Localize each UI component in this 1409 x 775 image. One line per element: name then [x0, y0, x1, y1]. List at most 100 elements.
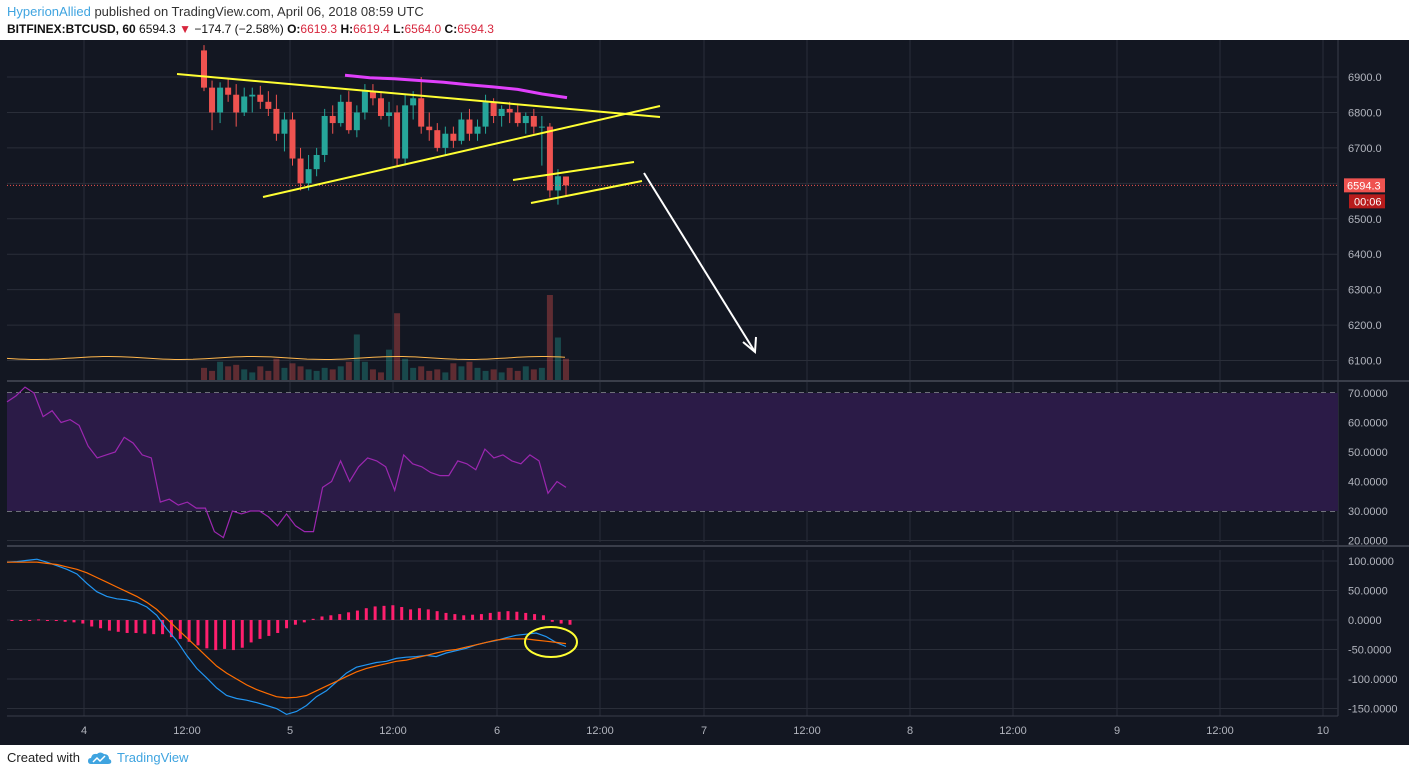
x-tick-label: 5 — [287, 725, 293, 737]
footer: Created with TradingView — [0, 745, 1409, 775]
macd-histogram-bar — [302, 620, 306, 623]
volume-bars — [6, 295, 569, 380]
volume-bar — [345, 361, 352, 380]
low-label: L: — [393, 22, 405, 36]
price-tick-label: 6500.0 — [1348, 214, 1382, 226]
macd-histogram-bar — [347, 612, 351, 620]
macd-histogram-bar — [435, 611, 439, 620]
macd-histogram-bar — [37, 619, 41, 621]
volume-bar — [337, 366, 344, 380]
volume-bar — [241, 369, 248, 380]
macd-histogram-bar — [497, 611, 501, 620]
volume-bar — [554, 337, 561, 380]
macd-histogram-bar — [63, 620, 67, 622]
macd-histogram-bar — [426, 609, 430, 620]
volume-bar — [297, 366, 304, 380]
volume-bar — [458, 366, 465, 380]
candle — [249, 94, 256, 97]
volume-bar — [538, 367, 545, 380]
volume-bar — [289, 363, 296, 380]
volume-bar — [209, 370, 216, 380]
candle — [538, 126, 545, 128]
rsi-tick-label: 60.0000 — [1348, 418, 1388, 430]
rsi-band — [7, 393, 1338, 511]
macd-histogram-bar — [169, 620, 173, 638]
candle — [498, 108, 505, 116]
macd-tick-label: 0.0000 — [1348, 615, 1382, 627]
created-with-text: Created with — [7, 750, 80, 765]
rsi-tick-label: 20.0000 — [1348, 536, 1388, 548]
macd-histogram-bar — [90, 620, 94, 627]
price-tick-label: 6400.0 — [1348, 249, 1382, 261]
macd-histogram-bar — [524, 612, 528, 620]
volume-bar — [265, 370, 272, 380]
volume-bar — [361, 361, 368, 380]
rsi-tick-label: 50.0000 — [1348, 447, 1388, 459]
chart-svg[interactable]: 4 12:00 5 12:00 6 12:00 7 12:00 8 12:00 9 12:00 10 69… — [0, 40, 1409, 745]
macd-histogram-bar — [373, 606, 377, 620]
volume-ma-line — [6, 356, 566, 360]
last-price: 6594.3 — [139, 22, 176, 36]
volume-bar — [321, 367, 328, 380]
macd-histogram-bar — [249, 620, 253, 643]
candle — [361, 91, 368, 113]
candle — [426, 126, 433, 131]
macd-histogram-bar — [187, 620, 191, 642]
candle — [546, 126, 553, 191]
candle — [434, 130, 441, 148]
author-link[interactable]: HyperionAllied — [7, 4, 91, 19]
volume-bar — [233, 364, 240, 380]
macd-histogram-bar — [196, 620, 200, 646]
candle — [386, 112, 393, 116]
macd-histogram-bar — [568, 620, 572, 625]
signal-line — [7, 561, 567, 699]
candle — [554, 176, 561, 191]
channel-bottom-line — [530, 180, 643, 204]
macd-tick-label: -100.0000 — [1348, 674, 1398, 686]
macd-histogram-bar — [214, 620, 218, 651]
volume-bar — [369, 369, 376, 380]
macd-tick-label: 100.0000 — [1348, 556, 1394, 568]
high-label: H: — [340, 22, 354, 36]
macd-histogram-bar — [10, 620, 14, 621]
macd-histogram-bar — [355, 610, 359, 620]
macd-histogram-bar — [285, 620, 289, 629]
macd-histogram-bar — [125, 620, 129, 633]
x-tick-label: 9 — [1114, 725, 1120, 737]
macd-histogram-bar — [471, 614, 475, 620]
macd-histogram-bar — [72, 620, 76, 623]
close-value: 6594.3 — [457, 22, 494, 36]
macd-histogram-bar — [99, 620, 103, 629]
volume-bar — [482, 370, 489, 380]
candle — [209, 87, 216, 113]
volume-bar — [249, 372, 256, 380]
candle — [241, 96, 248, 113]
candle — [257, 94, 264, 102]
candle — [265, 101, 272, 109]
macd-tick-label: -50.0000 — [1348, 645, 1391, 657]
candle — [377, 98, 384, 116]
macd-histogram-bar — [134, 620, 138, 633]
macd-histogram-bar — [550, 620, 554, 622]
macd-histogram-bar — [152, 620, 156, 635]
high-value: 6619.4 — [353, 22, 390, 36]
volume-bar — [466, 361, 473, 380]
candle — [530, 115, 537, 127]
macd-histogram-bar — [240, 620, 244, 648]
price-change: −174.7 (−2.58%) — [194, 22, 284, 36]
tradingview-brand-link[interactable]: TradingView — [117, 750, 189, 765]
volume-bar — [490, 369, 497, 380]
volume-bar — [418, 366, 425, 380]
x-tick-label: 12:00 — [586, 725, 614, 737]
volume-bar — [402, 358, 409, 380]
forecast-arrow — [643, 172, 756, 353]
volume-bar — [225, 366, 232, 380]
moving-average-line — [344, 73, 568, 100]
macd-tick-label: -150.0000 — [1348, 704, 1398, 716]
symbol-ohlc-line: BITFINEX:BTCUSD, 60 6594.3 ▼ −174.7 (−2.… — [7, 22, 494, 36]
volume-bar — [474, 367, 481, 380]
chart-area[interactable]: 4 12:00 5 12:00 6 12:00 7 12:00 8 12:00 9 12:00 10 69… — [0, 40, 1409, 745]
volume-bar — [201, 367, 207, 380]
volume-bar — [377, 372, 384, 380]
macd-histogram-bar — [338, 614, 342, 620]
